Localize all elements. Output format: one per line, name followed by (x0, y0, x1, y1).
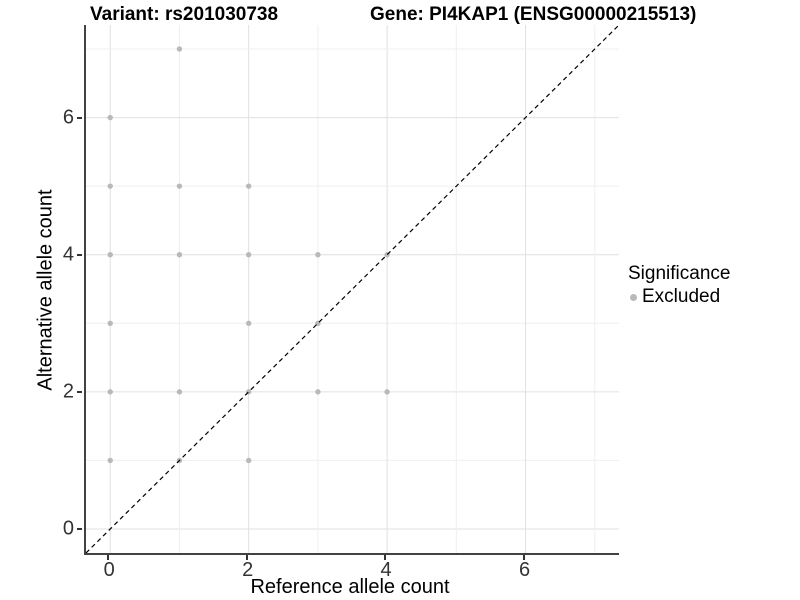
legend-title: Significance (628, 263, 731, 284)
data-point (245, 457, 252, 464)
y-tick-label: 0 (62, 517, 74, 540)
data-point (107, 320, 113, 326)
x-tick-label: 4 (380, 559, 392, 581)
x-axis-title: Reference allele count (250, 576, 450, 598)
data-point (107, 389, 113, 395)
x-tick-mark (107, 555, 110, 560)
y-tick-mark (77, 390, 82, 393)
x-tick-mark (522, 555, 525, 560)
data-point (107, 252, 113, 258)
data-point (176, 252, 183, 258)
data-point (315, 389, 321, 395)
y-tick-mark (77, 253, 82, 256)
excluded-point-icon (630, 293, 637, 301)
x-tick-mark (245, 555, 248, 560)
x-tick-label: 6 (518, 559, 531, 581)
data-point (245, 183, 252, 189)
y-axis-title: Alternative allele count (34, 189, 57, 391)
x-tick-mark (384, 555, 387, 560)
legend: Significance Excluded (628, 263, 730, 308)
data-point (176, 46, 183, 52)
data-point (315, 252, 321, 258)
identity-reference-line (86, 25, 619, 553)
data-point (384, 389, 390, 395)
scatter-plot-canvas (86, 25, 619, 553)
plot-panel (84, 25, 619, 555)
y-tick-label: 6 (62, 106, 74, 129)
data-point (107, 457, 113, 464)
legend-item-label: Excluded (642, 286, 721, 307)
y-tick-label: 4 (62, 243, 74, 266)
data-point (176, 389, 183, 395)
x-tick-label: 0 (103, 559, 115, 581)
data-point (107, 183, 113, 189)
gene-title: Gene: PI4KAP1 (ENSG00000215513) (370, 4, 697, 25)
data-point (245, 320, 252, 326)
x-tick-label: 2 (242, 559, 254, 581)
y-tick-label: 2 (62, 380, 74, 403)
data-point (107, 114, 113, 121)
data-point (176, 183, 183, 189)
variant-title: Variant: rs201030738 (90, 4, 279, 25)
data-point (245, 252, 252, 258)
y-tick-mark (77, 528, 82, 530)
legend-item-excluded: Excluded (628, 286, 730, 308)
y-tick-mark (77, 116, 82, 119)
